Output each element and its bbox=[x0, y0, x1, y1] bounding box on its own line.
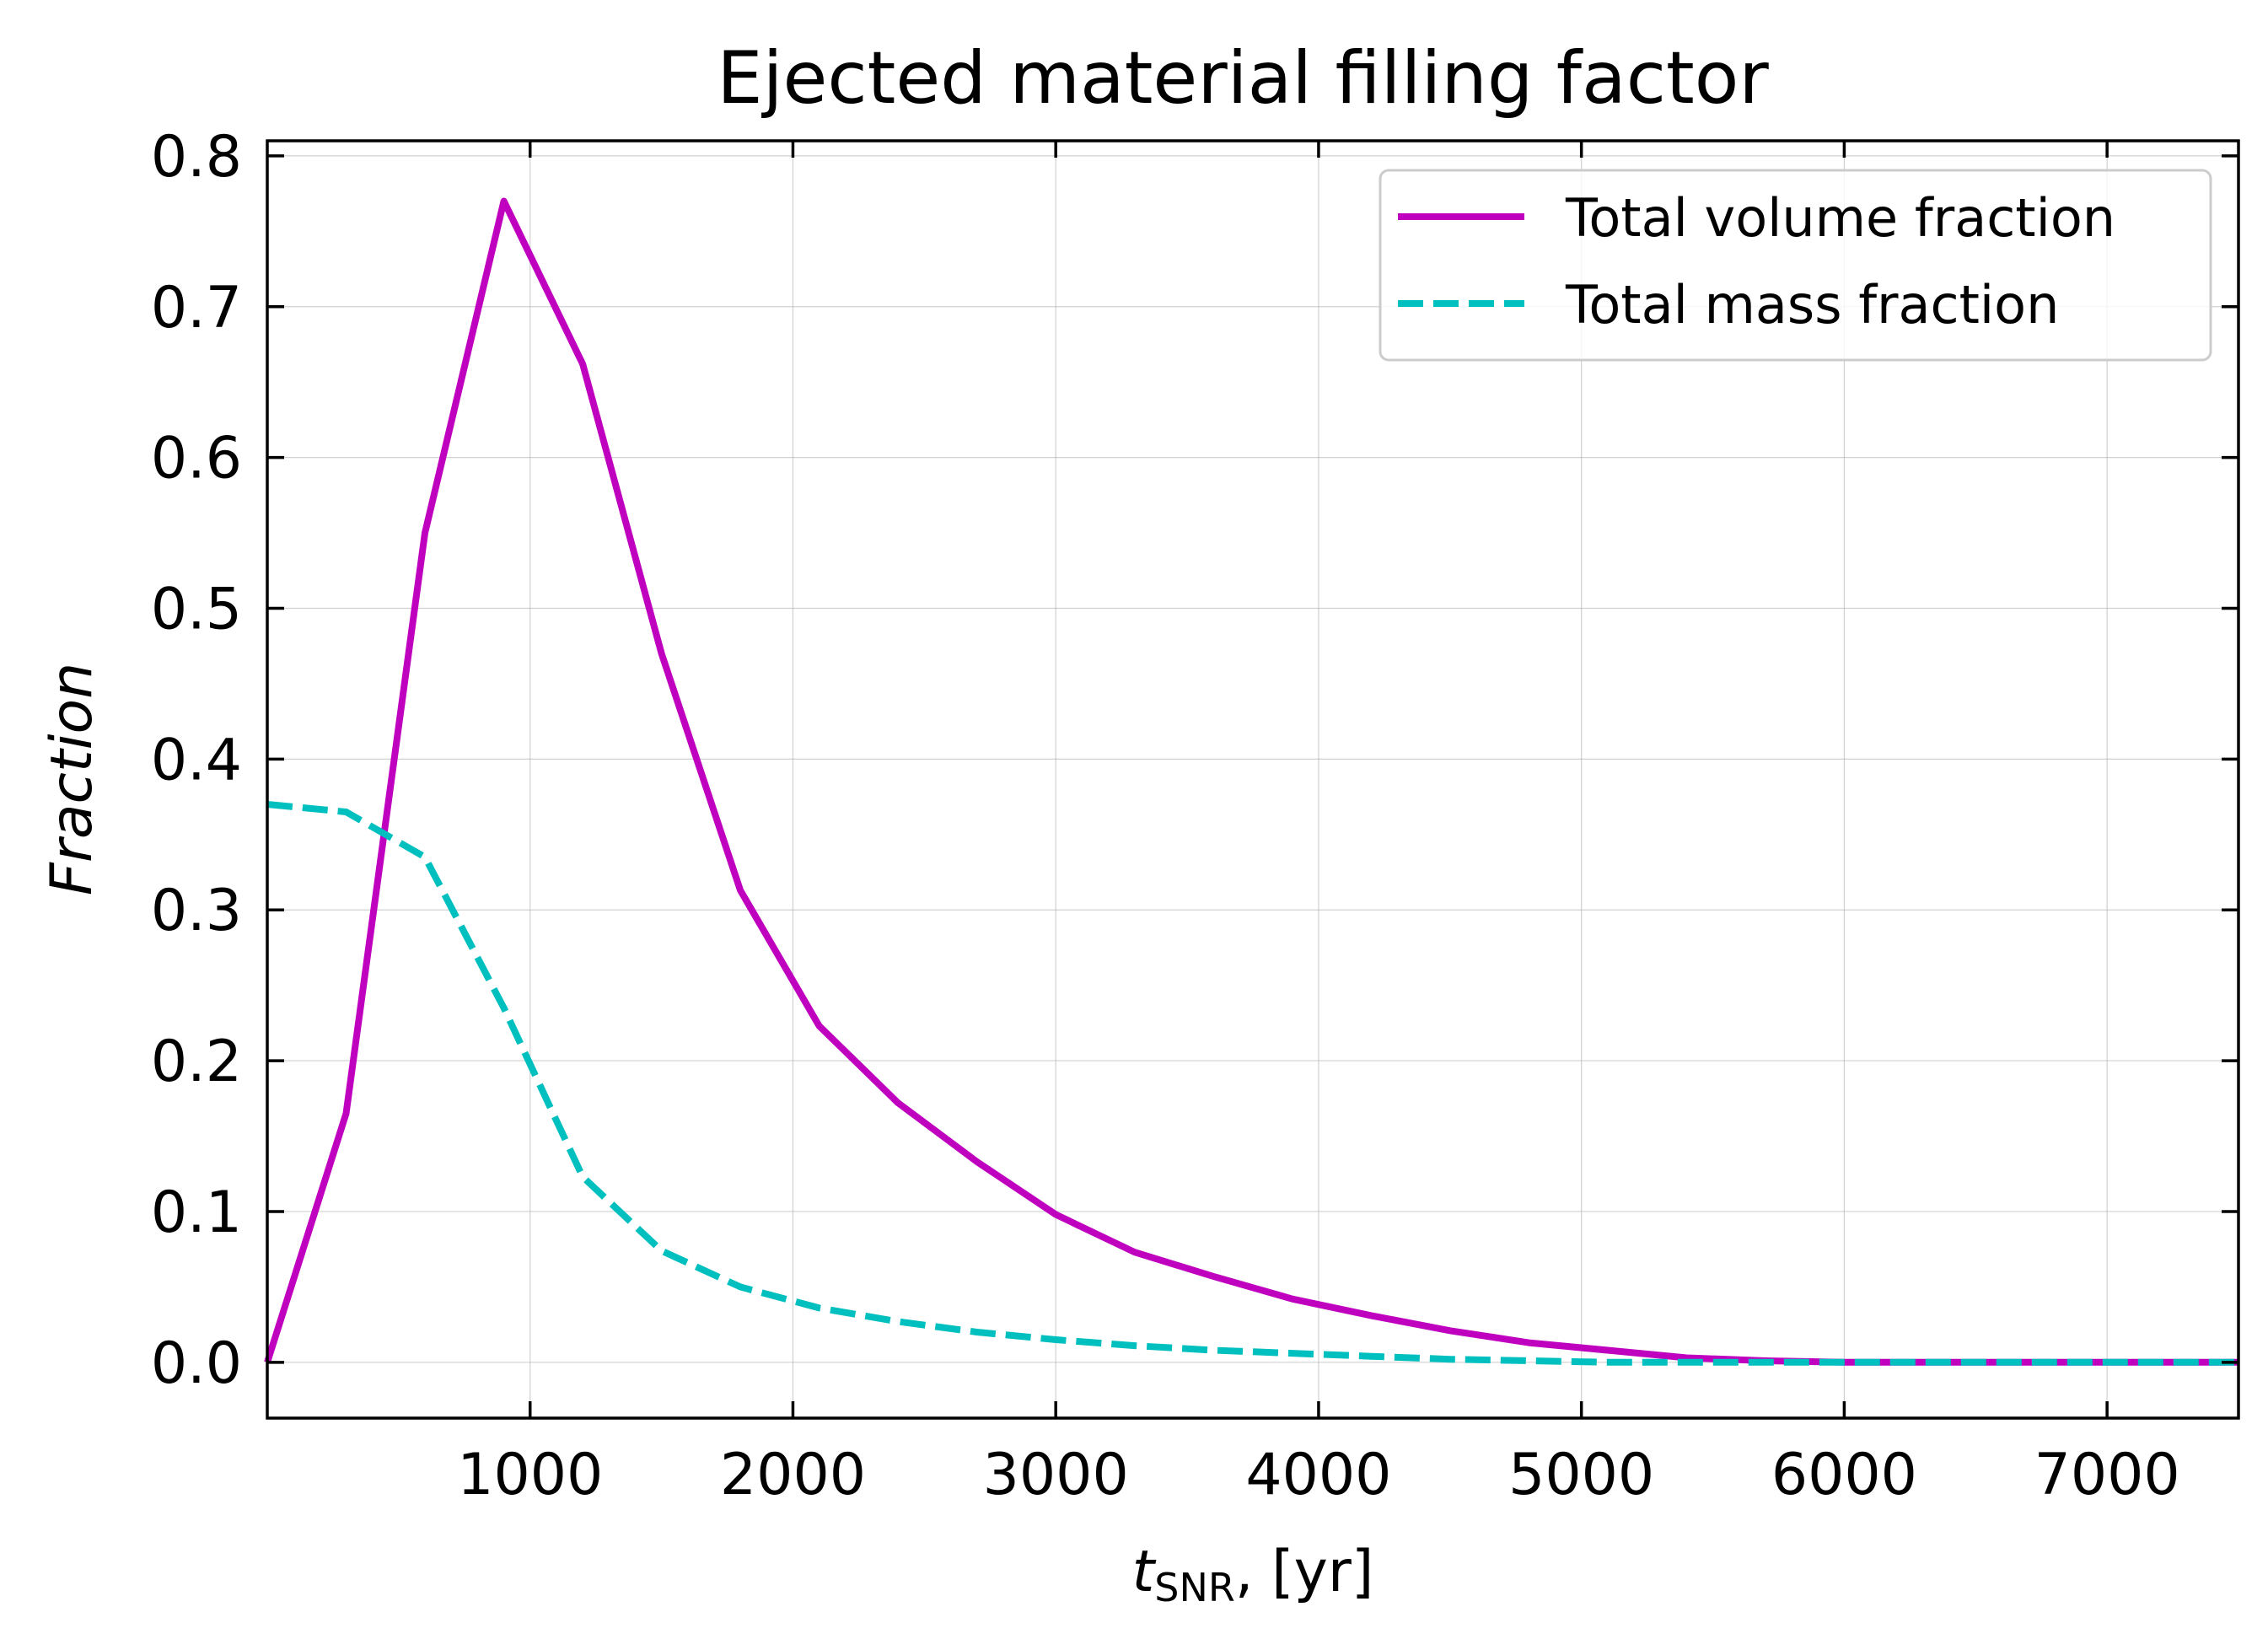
x-tick-label: 2000 bbox=[720, 1442, 866, 1508]
legend-label-mass: Total mass fraction bbox=[1565, 274, 2059, 336]
y-tick-label: 0.2 bbox=[151, 1029, 242, 1095]
x-axis-label-main: t bbox=[1132, 1539, 1157, 1605]
y-tick-label: 0.6 bbox=[151, 426, 242, 492]
x-axis-label-suffix: , [yr] bbox=[1235, 1539, 1374, 1605]
x-axis-label-subscript: SNR bbox=[1154, 1565, 1235, 1610]
series-line-1 bbox=[266, 801, 2238, 1366]
grid bbox=[267, 141, 2238, 1418]
x-tick-label: 6000 bbox=[1771, 1442, 1917, 1508]
y-tick-label: 0.1 bbox=[151, 1180, 242, 1246]
legend-box bbox=[1379, 169, 2212, 362]
legend: Total volume fraction Total mass fractio… bbox=[1379, 169, 2212, 362]
x-axis-label: tSNR, [yr] bbox=[1132, 1539, 1374, 1610]
x-tick-label: 3000 bbox=[983, 1442, 1129, 1508]
plot-frame bbox=[266, 139, 2240, 1420]
y-tick-label: 0.5 bbox=[151, 576, 242, 642]
y-tick-label: 0.4 bbox=[151, 727, 242, 793]
y-tick-label: 0.8 bbox=[151, 124, 242, 191]
y-tick-label: 0.7 bbox=[151, 275, 242, 341]
y-tick-label: 0.3 bbox=[151, 878, 242, 944]
ticks bbox=[267, 141, 2238, 1418]
x-tick-labels: 1000 2000 3000 4000 5000 6000 7000 bbox=[457, 1442, 2179, 1508]
y-tick-label: 0.0 bbox=[151, 1330, 242, 1397]
y-tick-labels: 0.0 0.1 0.2 0.3 0.4 0.5 0.6 0.7 0.8 bbox=[151, 124, 242, 1397]
x-tick-label: 1000 bbox=[457, 1442, 603, 1508]
legend-label-volume: Total volume fraction bbox=[1565, 187, 2115, 249]
x-tick-label: 7000 bbox=[2034, 1442, 2180, 1508]
x-tick-label: 5000 bbox=[1508, 1442, 1654, 1508]
x-tick-label: 4000 bbox=[1245, 1442, 1391, 1508]
y-axis-label: Fraction bbox=[39, 663, 105, 895]
chart-title: Ejected material filling factor bbox=[717, 36, 1769, 121]
series-layer bbox=[264, 197, 2238, 1366]
